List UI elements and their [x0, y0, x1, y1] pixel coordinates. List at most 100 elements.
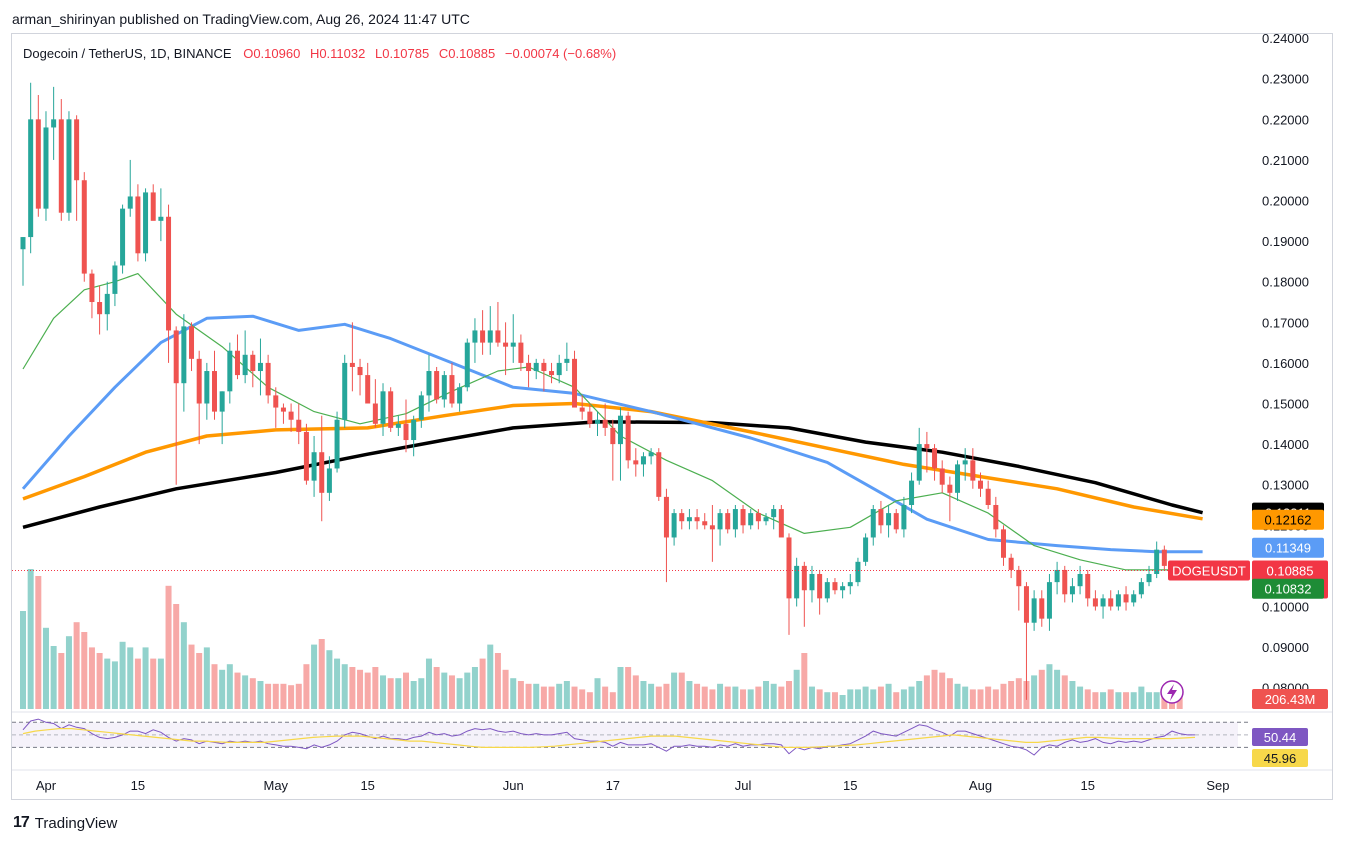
candle-body	[1062, 569, 1068, 595]
volume-bar	[801, 653, 808, 709]
volume-bar	[341, 664, 348, 709]
candle-body	[572, 358, 578, 408]
volume-bar	[671, 672, 678, 709]
candle-body	[257, 362, 263, 372]
volume-bar	[694, 683, 701, 709]
candle-body	[640, 456, 646, 465]
candle-body	[847, 582, 853, 587]
volume-bar	[441, 672, 448, 709]
x-tick-label: Aug	[969, 778, 992, 793]
x-tick-label: 15	[131, 778, 145, 793]
volume-bar	[380, 675, 387, 709]
volume-bar	[778, 686, 785, 709]
lightning-icon-bolt	[1167, 684, 1177, 701]
y-tick-label: 0.23000	[1262, 72, 1309, 87]
volume-bar	[985, 686, 992, 709]
candle-body	[319, 452, 325, 493]
x-tick-label: 15	[360, 778, 374, 793]
candle-body	[801, 565, 807, 591]
candle-body	[748, 513, 754, 526]
volume-bar	[326, 650, 333, 709]
candle-body	[732, 509, 738, 530]
volume-bar	[387, 678, 394, 709]
volume-bar	[724, 686, 731, 709]
volume-bar	[142, 647, 149, 709]
volume-bar	[655, 686, 662, 709]
candle-body	[1008, 557, 1014, 570]
candle-body	[587, 411, 593, 424]
x-tick-label: Sep	[1206, 778, 1229, 793]
candle-body	[418, 395, 424, 420]
x-tick-label: Apr	[36, 778, 57, 793]
candle-body	[541, 362, 547, 372]
volume-value-tag: 206.43M	[1265, 692, 1316, 707]
volume-bar	[908, 686, 915, 709]
volume-bar	[548, 686, 555, 709]
ohlc-low: L0.10785	[374, 46, 430, 61]
candle-body	[679, 513, 685, 522]
y-tick-label: 0.20000	[1262, 194, 1309, 209]
moving-average-line	[22, 420, 1204, 529]
current-price-value: 0.10885	[1267, 564, 1314, 579]
volume-bar	[510, 678, 517, 709]
volume-bar	[249, 678, 256, 709]
candle-body	[219, 391, 225, 412]
candle-body	[916, 444, 922, 481]
volume-bar	[211, 664, 218, 709]
volume-bar	[900, 689, 907, 709]
volume-bar	[1069, 681, 1076, 709]
candle-body	[1023, 586, 1029, 623]
volume-bar	[1061, 675, 1068, 709]
candle-body	[1146, 574, 1152, 583]
volume-bar	[862, 686, 869, 709]
candle-body	[97, 302, 103, 315]
candle-body	[549, 371, 555, 376]
volume-bar	[885, 683, 892, 709]
candle-body	[434, 371, 440, 400]
candle-body	[1046, 582, 1052, 619]
volume-bar	[104, 658, 111, 709]
candle-body	[357, 366, 363, 376]
volume-bar	[1130, 692, 1137, 709]
candle-body	[955, 464, 961, 493]
volume-bar	[969, 689, 976, 709]
y-tick-label: 0.13000	[1262, 478, 1309, 493]
volume-bar	[594, 678, 601, 709]
candle-body	[242, 354, 248, 376]
candle-body	[1069, 586, 1075, 595]
candle-body	[112, 265, 118, 294]
candle-body	[89, 273, 95, 303]
volume-bar	[42, 627, 49, 709]
volume-bar	[533, 683, 540, 709]
volume-bar	[1015, 678, 1022, 709]
candle-body	[694, 517, 700, 522]
candle-body	[365, 375, 371, 404]
volume-bar	[1031, 675, 1038, 709]
volume-bar	[1077, 686, 1084, 709]
volume-bar	[1046, 664, 1053, 709]
symbol-label[interactable]: Dogecoin / TetherUS, 1D, BINANCE	[23, 46, 232, 61]
volume-bar	[916, 681, 923, 709]
y-tick-label: 0.22000	[1262, 112, 1309, 127]
ma-blue-price-tag-bg	[1252, 537, 1324, 558]
volume-bar	[372, 667, 379, 709]
volume-bar	[847, 689, 854, 709]
volume-bar	[257, 681, 264, 709]
candle-body	[457, 387, 463, 404]
candle-body	[1123, 594, 1129, 603]
volume-bar	[747, 689, 754, 709]
y-tick-label: 0.16000	[1262, 356, 1309, 371]
candle-body	[1092, 598, 1098, 607]
candle-body	[388, 391, 394, 428]
candle-body	[886, 513, 892, 526]
candle-body	[1085, 574, 1091, 599]
volume-bar	[1038, 669, 1045, 709]
candle-body	[755, 513, 761, 522]
candle-body	[709, 525, 715, 530]
tradingview-brand[interactable]: 17 TradingView	[13, 814, 117, 832]
candle-body	[533, 362, 539, 372]
ma-orange-price-tag: 0.12162	[1265, 513, 1312, 528]
y-tick-label: 0.17000	[1262, 315, 1309, 330]
candle-body	[166, 216, 172, 331]
